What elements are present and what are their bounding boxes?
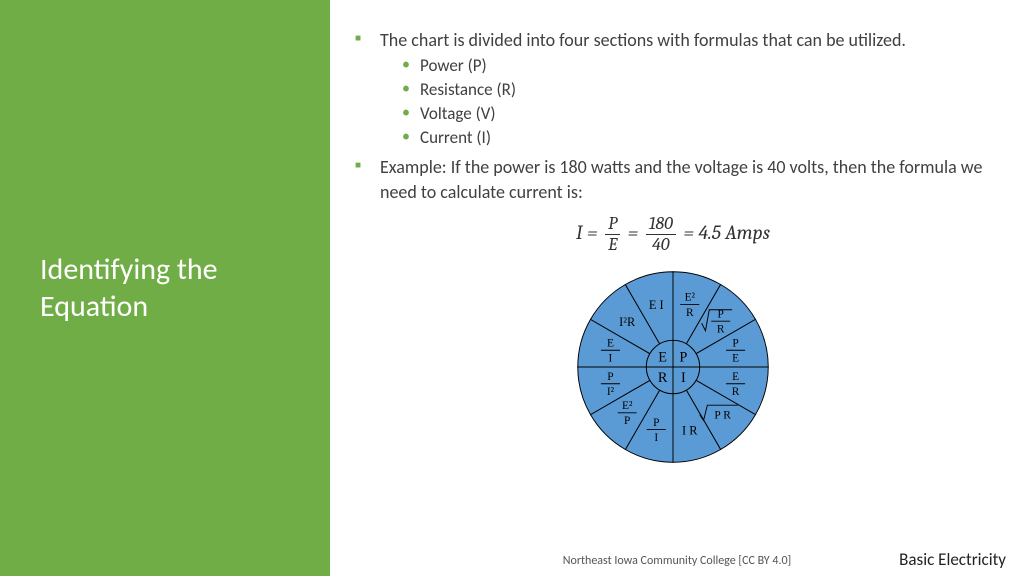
svg-text:I²R: I²R [619, 315, 636, 329]
svg-text:E: E [732, 352, 739, 364]
sub-bullet-item: Current (I) [380, 126, 994, 150]
eq-fraction: P E [605, 214, 620, 255]
svg-text:R: R [658, 370, 668, 386]
bullet-text: Example: If the power is 180 watts and t… [380, 156, 982, 202]
footer-label: Basic Electricity [899, 549, 1006, 570]
bullet-text: The chart is divided into four sections … [380, 29, 906, 51]
eq-equals: = [683, 221, 698, 244]
sidebar: Identifying the Equation [0, 0, 330, 576]
svg-text:P: P [653, 416, 659, 428]
eq-fraction: 180 40 [646, 214, 676, 255]
eq-result: 4.5 Amps [698, 221, 770, 244]
svg-text:R: R [732, 386, 740, 398]
slide-title: Identifying the Equation [40, 251, 310, 326]
svg-text:R: R [717, 323, 725, 335]
eq-numerator: P [605, 214, 620, 235]
content-area: The chart is divided into four sections … [330, 0, 1024, 576]
svg-text:P: P [624, 415, 630, 427]
wheel-svg: PIREE²RPRPEERP RI RPIE²PPI²EII²RE I [573, 267, 773, 467]
svg-text:P: P [679, 349, 687, 365]
equation: I = P E = 180 40 = 4.5 Amps [352, 214, 994, 255]
eq-denominator: 40 [646, 235, 676, 255]
eq-numerator: 180 [646, 214, 676, 235]
svg-text:E: E [658, 349, 667, 365]
svg-text:I R: I R [682, 423, 698, 437]
sub-bullet-item: Voltage (V) [380, 102, 994, 126]
svg-text:P: P [718, 308, 724, 320]
svg-text:P: P [607, 371, 613, 383]
svg-text:R: R [686, 307, 694, 319]
sub-bullet-list: Power (P) Resistance (R) Voltage (V) Cur… [380, 54, 994, 149]
eq-denominator: E [605, 235, 620, 255]
sub-bullet-item: Power (P) [380, 54, 994, 78]
bullet-item: The chart is divided into four sections … [352, 28, 994, 149]
svg-text:I: I [654, 432, 658, 444]
svg-text:E²: E² [622, 400, 633, 412]
formula-wheel: PIREE²RPRPEERP RI RPIE²PPI²EII²RE I [573, 267, 773, 472]
bullet-item: Example: If the power is 180 watts and t… [352, 155, 994, 204]
svg-text:E: E [607, 337, 614, 349]
svg-text:I: I [681, 370, 686, 386]
eq-lhs: I [576, 221, 583, 244]
main-bullet-list: The chart is divided into four sections … [352, 28, 994, 204]
svg-text:E²: E² [685, 291, 696, 303]
formula-wheel-container: PIREE²RPRPEERP RI RPIE²PPI²EII²RE I [352, 267, 994, 472]
svg-text:P: P [732, 337, 738, 349]
svg-text:I²: I² [607, 386, 615, 398]
sub-bullet-item: Resistance (R) [380, 78, 994, 102]
svg-text:P R: P R [714, 409, 731, 421]
eq-equals: = [628, 221, 643, 244]
eq-equals: = [587, 221, 602, 244]
svg-text:I: I [609, 352, 613, 364]
svg-text:E: E [732, 371, 739, 383]
svg-text:E I: E I [649, 298, 664, 312]
